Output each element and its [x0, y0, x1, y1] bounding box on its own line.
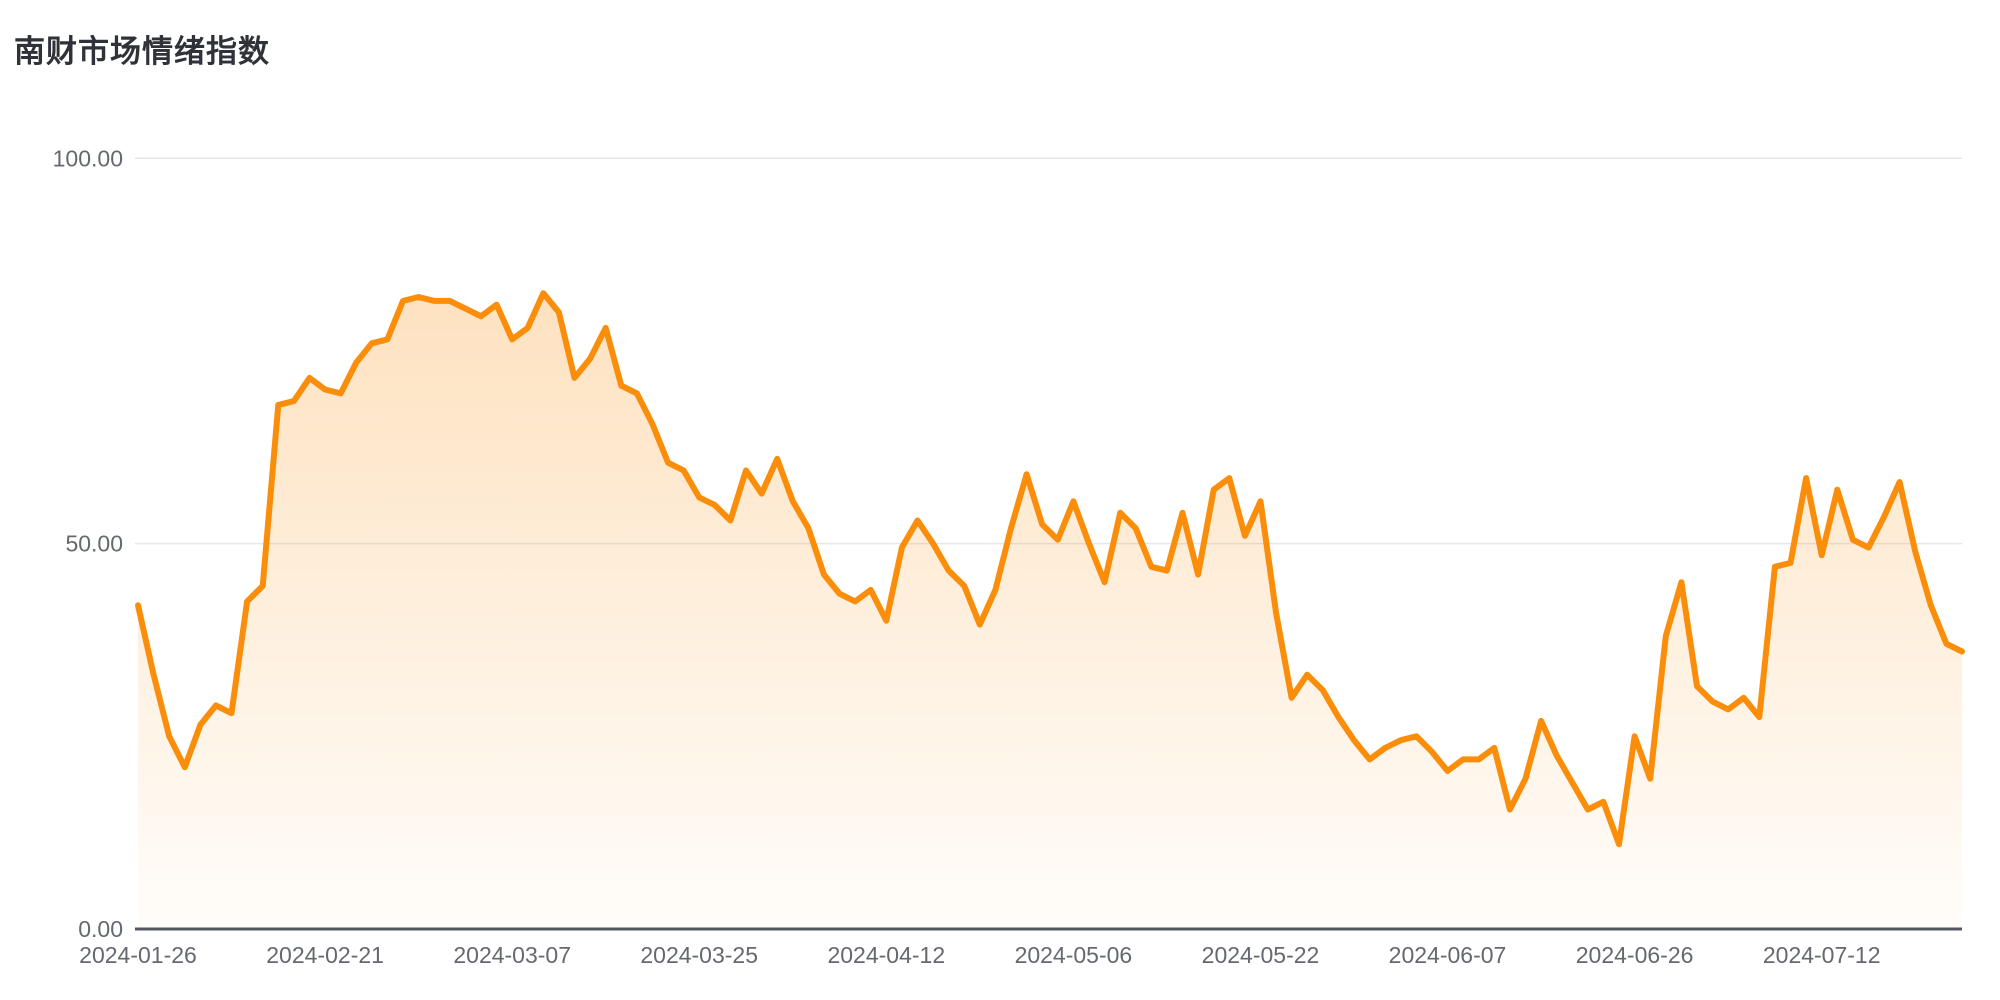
y-axis-label-0.00: 0.00: [78, 916, 123, 942]
x-axis-label-2024-06-26: 2024-06-26: [1576, 942, 1694, 968]
x-axis-label-2024-03-25: 2024-03-25: [640, 942, 758, 968]
area-fill: [138, 293, 1962, 929]
y-axis-label-50.00: 50.00: [65, 531, 123, 557]
x-axis-label-2024-03-07: 2024-03-07: [453, 942, 571, 968]
y-axis-label-100.00: 100.00: [53, 145, 123, 171]
x-axis-label-2024-05-06: 2024-05-06: [1015, 942, 1133, 968]
x-axis-label-2024-05-22: 2024-05-22: [1202, 942, 1320, 968]
x-axis-label-2024-07-12: 2024-07-12: [1763, 942, 1881, 968]
x-axis-label-2024-06-07: 2024-06-07: [1389, 942, 1507, 968]
x-axis-label-2024-01-26: 2024-01-26: [79, 942, 197, 968]
x-axis-label-2024-02-21: 2024-02-21: [266, 942, 384, 968]
chart-title: 南财市场情绪指数: [14, 34, 270, 69]
plot-hover-region[interactable]: [138, 118, 1962, 929]
series-line: [135, 290, 1965, 848]
x-axis-label-2024-04-12: 2024-04-12: [827, 942, 945, 968]
